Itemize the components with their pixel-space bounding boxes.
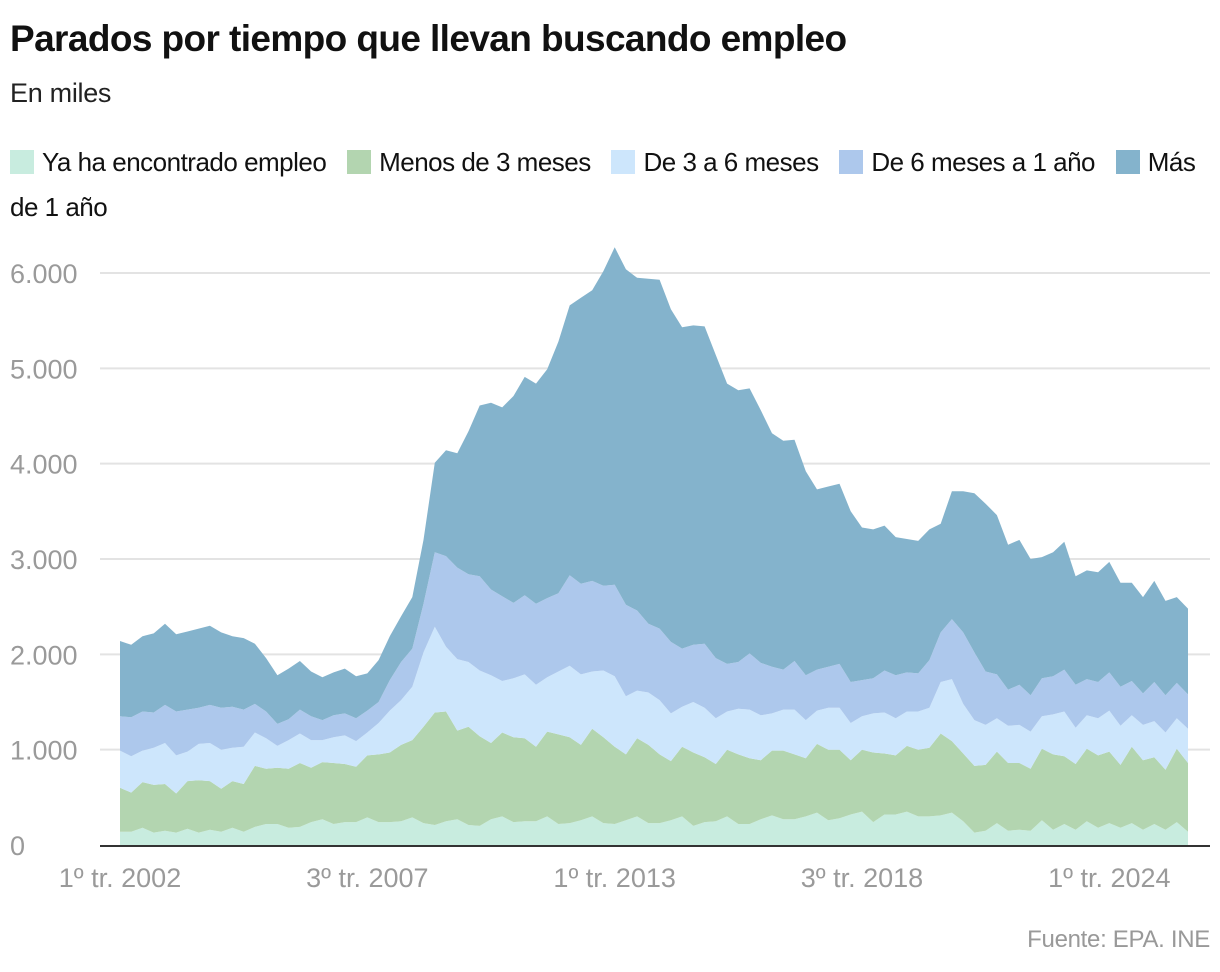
y-tick-label: 5.000	[10, 354, 78, 384]
x-tick-label: 1º tr. 2013	[553, 863, 675, 893]
legend-item-3-a-6-meses: De 3 a 6 meses	[611, 147, 819, 177]
legend-label: Ya ha encontrado empleo	[42, 147, 327, 177]
legend-label: De 6 meses a 1 año	[871, 147, 1096, 177]
legend-swatch	[611, 150, 636, 174]
y-tick-label: 4.000	[10, 450, 78, 480]
areas	[120, 247, 1188, 845]
y-tick-label: 3.000	[10, 545, 78, 575]
legend-label: Menos de 3 meses	[379, 147, 591, 177]
y-tick-label: 6.000	[10, 259, 78, 289]
x-tick-label: 3º tr. 2018	[801, 863, 923, 893]
chart-subtitle: En miles	[10, 78, 112, 108]
legend-swatch	[1115, 150, 1140, 174]
area-ya-ha-encontrado-empleo	[120, 811, 1188, 845]
chart-title: Parados por tiempo que llevan buscando e…	[10, 18, 847, 59]
legend-label: Más de 1 año	[10, 147, 1196, 222]
y-tick-label: 1.000	[10, 736, 78, 766]
x-tick-label: 1º tr. 2002	[59, 863, 181, 893]
area-menos-de-3-meses	[120, 711, 1188, 833]
area-de-3-a-6-meses	[120, 626, 1188, 794]
legend-item-menos-3-meses: Menos de 3 meses	[347, 147, 591, 177]
y-tick-label: 0	[10, 831, 25, 861]
y-tick-label: 2.000	[10, 640, 78, 670]
legend-item-6-meses-a-1-ano: De 6 meses a 1 año	[839, 147, 1096, 177]
x-tick-label: 1º tr. 2024	[1048, 863, 1170, 893]
legend-swatch	[10, 150, 34, 174]
legend-label: De 3 a 6 meses	[643, 147, 819, 177]
legend-item-ya-ha-encontrado: Ya ha encontrado empleo	[10, 147, 327, 177]
legend: Ya ha encontrado empleo Menos de 3 meses…	[10, 140, 1200, 230]
area-más-de-1-año	[120, 247, 1188, 724]
x-axis-labels: 1º tr. 2002 3º tr. 2007 1º tr. 2013 3º tr. …	[59, 863, 1171, 893]
legend-item-mas-1-ano: Más de 1 año	[10, 147, 1196, 222]
x-tick-label: 3º tr. 2007	[306, 863, 428, 893]
source-note: Fuente: EPA. INE	[1027, 926, 1210, 953]
legend-swatch	[347, 150, 372, 174]
area-de-6-meses-a-1-año	[120, 552, 1188, 757]
y-axis-labels: 0 1.000 2.000 3.000 4.000 5.000 6.000	[10, 259, 78, 861]
legend-swatch	[839, 150, 864, 174]
